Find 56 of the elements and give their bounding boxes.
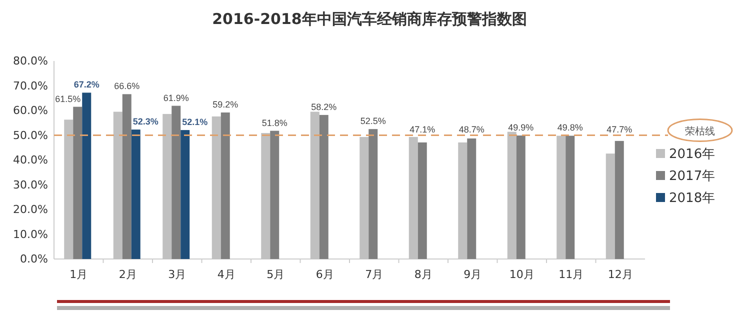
x-tick-label: 2月 (118, 268, 137, 281)
bar (516, 135, 526, 259)
y-tick-label: 80.0% (13, 54, 48, 68)
x-tick-label: 3月 (168, 268, 186, 281)
bar (172, 106, 181, 259)
y-tick-label: 70.0% (13, 79, 48, 92)
bar (566, 136, 575, 259)
data-label: 59.2% (212, 99, 238, 110)
chart-title: 2016-2018年中国汽车经销商库存预警指数图 (212, 10, 527, 28)
legend-label: 2017年 (669, 169, 716, 184)
bar (467, 138, 476, 259)
bar (368, 129, 378, 259)
data-label: 52.5% (360, 116, 386, 126)
ref-line-label: 荣枯线 (685, 125, 715, 138)
legend-label: 2016年 (669, 147, 716, 162)
bar (82, 92, 92, 259)
x-tick-label: 11月 (558, 268, 584, 281)
data-label: 61.5% (55, 94, 81, 104)
bar (319, 114, 328, 259)
x-tick-label: 10月 (509, 268, 534, 281)
x-tick-label: 7月 (365, 268, 384, 281)
data-label: 47.7% (606, 124, 632, 134)
y-tick-label: 0.0% (20, 252, 48, 266)
x-tick-label: 1月 (70, 268, 88, 281)
data-label: 49.8% (557, 122, 583, 133)
x-tick-label: 8月 (414, 268, 432, 281)
data-label: 61.9% (163, 92, 189, 103)
data-label: 52.3% (132, 116, 158, 127)
data-label: 51.8% (262, 118, 288, 128)
data-label: 49.9% (508, 122, 534, 132)
y-tick-label: 20.0% (13, 203, 48, 216)
y-tick-label: 30.0% (13, 178, 48, 192)
y-tick-label: 60.0% (13, 104, 48, 117)
bar (122, 94, 132, 259)
x-tick-label: 5月 (266, 268, 285, 281)
x-tick-label: 12月 (608, 268, 633, 281)
legend-label: 2018年 (669, 191, 716, 206)
bar (614, 140, 624, 259)
x-tick-label: 6月 (316, 268, 334, 281)
data-label: 48.7% (458, 124, 484, 134)
data-label: 66.6% (114, 81, 140, 92)
x-tick-label: 9月 (464, 268, 482, 281)
y-tick-label: 50.0% (13, 128, 48, 142)
bar (418, 142, 427, 259)
data-label: 47.1% (410, 124, 436, 134)
bar (73, 106, 82, 259)
y-tick-label: 10.0% (13, 228, 48, 241)
y-tick-label: 40.0% (13, 154, 48, 166)
bar (270, 130, 280, 259)
data-label: 67.2% (74, 80, 100, 90)
bar (220, 112, 230, 259)
data-label: 52.1% (182, 117, 208, 128)
bar (180, 130, 190, 259)
x-tick-label: 4月 (217, 268, 236, 281)
bar (131, 130, 140, 259)
data-label: 58.2% (311, 102, 337, 112)
